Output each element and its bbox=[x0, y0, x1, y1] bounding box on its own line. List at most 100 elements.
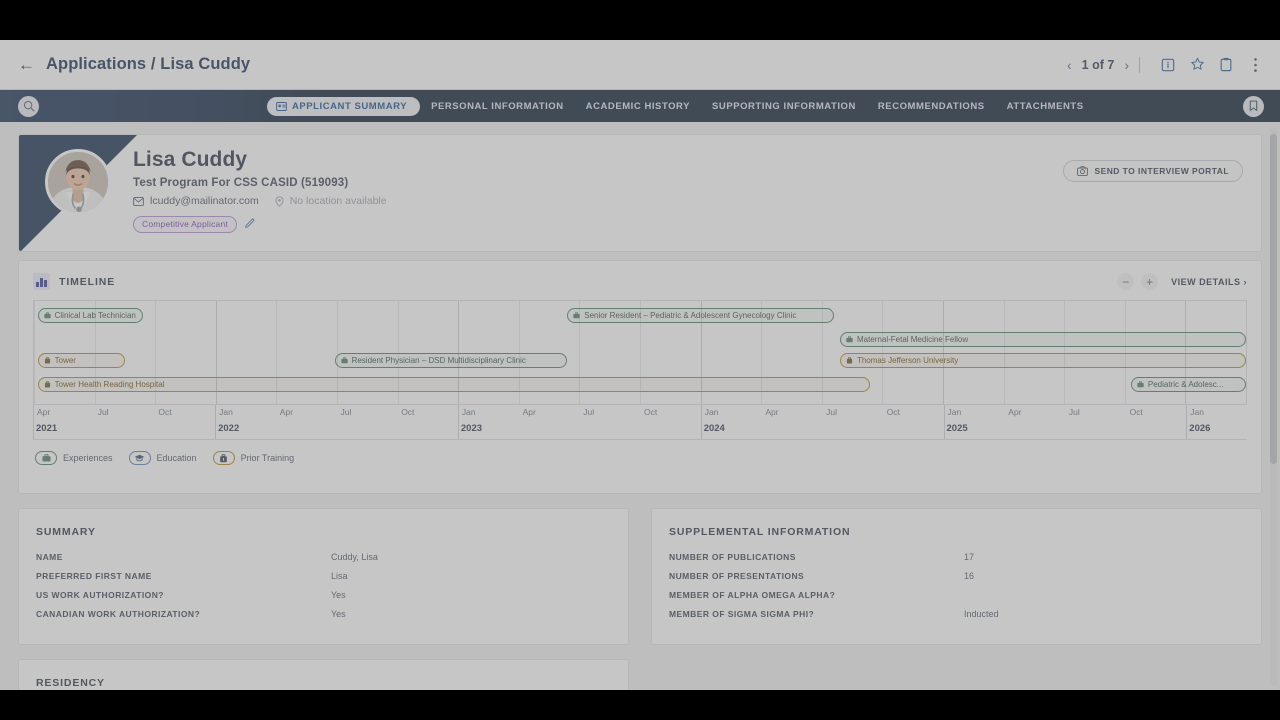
chevron-right-icon[interactable]: › bbox=[1124, 56, 1129, 73]
briefcase-icon bbox=[35, 451, 57, 465]
legend-item-prior-training[interactable]: Prior Training bbox=[212, 451, 294, 465]
applicant-email[interactable]: lcuddy@mailinator.com bbox=[150, 195, 259, 207]
send-to-interview-portal-button[interactable]: SEND TO INTERVIEW PORTAL bbox=[1063, 160, 1243, 182]
search-icon[interactable] bbox=[18, 95, 39, 117]
timeline-bar[interactable]: Senior Resident – Pediatric & Adolescent… bbox=[567, 308, 834, 323]
bookmark-icon[interactable] bbox=[1243, 95, 1264, 117]
timeline-bar[interactable]: Tower bbox=[37, 353, 125, 368]
applicant-info: Lisa Cuddy Test Program For CSS CASID (5… bbox=[133, 148, 387, 233]
legend-item-experiences[interactable]: Experiences bbox=[35, 451, 113, 465]
info-icon[interactable] bbox=[1157, 54, 1179, 76]
application-window: ← Applications / Lisa Cuddy ‹ 1 of 7 › bbox=[0, 40, 1280, 690]
envelope-icon bbox=[133, 196, 144, 206]
briefcase-icon bbox=[43, 312, 51, 319]
timeline-bar-label: Tower bbox=[54, 356, 76, 365]
timeline-bar[interactable]: Clinical Lab Technician bbox=[37, 308, 144, 323]
axis-month-tick: Apr bbox=[765, 407, 779, 417]
axis-month-tick: Apr bbox=[1008, 407, 1022, 417]
legend-item-education[interactable]: Education bbox=[128, 451, 197, 465]
timeline-bar[interactable]: Pediatric & Adolesc... bbox=[1130, 377, 1246, 392]
clipboard-icon[interactable] bbox=[1215, 54, 1237, 76]
axis-month-tick: Apr bbox=[279, 407, 294, 417]
timeline-gridline bbox=[276, 301, 278, 404]
timeline-chart: Clinical Lab Technician Senior Resident –… bbox=[33, 300, 1247, 405]
detail-row: NUMBER OF PRESENTATIONS 16 bbox=[669, 571, 1244, 581]
tab-supporting-information[interactable]: SUPPORTING INFORMATION bbox=[712, 100, 856, 112]
timeline-gridline bbox=[579, 301, 581, 404]
view-details-link[interactable]: VIEW DETAILS › bbox=[1171, 276, 1247, 287]
timeline-bar[interactable]: Maternal-Fetal Medicine Fellow bbox=[839, 332, 1246, 347]
axis-month-tick: Jan bbox=[1190, 407, 1205, 417]
axis-month-tick: Oct bbox=[401, 407, 415, 417]
axis-year-separator bbox=[1186, 405, 1188, 439]
tab-academic-history[interactable]: ACADEMIC HISTORY bbox=[585, 100, 691, 112]
timeline-gridline bbox=[34, 301, 35, 404]
timeline-title: TIMELINE bbox=[59, 275, 116, 288]
status-badge[interactable]: Competitive Applicant bbox=[133, 215, 237, 233]
training-icon bbox=[44, 381, 51, 388]
timeline-bar-label: Thomas Jefferson University bbox=[856, 356, 959, 365]
timeline-gridline bbox=[458, 301, 460, 404]
star-icon[interactable] bbox=[1186, 54, 1208, 76]
timeline-bar-label: Senior Resident – Pediatric & Adolescent… bbox=[584, 311, 797, 320]
applicant-header-card: Lisa Cuddy Test Program For CSS CASID (5… bbox=[18, 134, 1262, 252]
send-button-label: SEND TO INTERVIEW PORTAL bbox=[1094, 166, 1229, 176]
axis-month-tick: Oct bbox=[1129, 407, 1143, 417]
detail-value: Inducted bbox=[964, 609, 999, 619]
training-icon bbox=[212, 451, 235, 465]
supplemental-panel: SUPPLEMENTAL INFORMATION NUMBER OF PUBLI… bbox=[651, 508, 1262, 645]
timeline-gridline bbox=[397, 301, 399, 404]
zoom-in-button[interactable]: + bbox=[1141, 273, 1159, 290]
chevron-left-icon[interactable]: ‹ bbox=[1067, 56, 1072, 73]
detail-label: PREFERRED FIRST NAME bbox=[36, 571, 152, 581]
detail-value: 17 bbox=[964, 552, 975, 562]
briefcase-icon bbox=[846, 336, 853, 343]
content-area: Lisa Cuddy Test Program For CSS CASID (5… bbox=[0, 122, 1280, 690]
timeline-gridline bbox=[700, 301, 702, 404]
timeline-axis: Apr Jul Oct Jan Apr Jul Oct Jan Apr Jul Oct Jan Apr J… bbox=[33, 405, 1247, 445]
timeline-bar-label: Pediatric & Adolesc... bbox=[1147, 380, 1224, 389]
timeline-gridline bbox=[1003, 301, 1005, 404]
timeline-card: TIMELINE − + VIEW DETAILS › Clinical Lab… bbox=[18, 260, 1262, 494]
zoom-out-button[interactable]: − bbox=[1117, 273, 1135, 290]
axis-month-tick: Jul bbox=[826, 407, 837, 417]
timeline-bar[interactable]: Thomas Jefferson University bbox=[839, 353, 1246, 368]
scrollbar-thumb[interactable] bbox=[1270, 134, 1277, 464]
detail-label: NUMBER OF PUBLICATIONS bbox=[669, 552, 796, 562]
summary-panel: SUMMARY NAME Cuddy, Lisa PREFERRED FIRST N… bbox=[18, 508, 629, 645]
page-counter: 1 of 7 bbox=[1081, 57, 1115, 72]
detail-row: US WORK AUTHORIZATION? Yes bbox=[36, 590, 611, 600]
detail-label: CANADIAN WORK AUTHORIZATION? bbox=[36, 609, 201, 619]
axis-year-label: 2025 bbox=[946, 423, 968, 434]
detail-value: Yes bbox=[331, 590, 346, 600]
detail-row: NUMBER OF PUBLICATIONS 17 bbox=[669, 552, 1244, 562]
axis-month-tick: Oct bbox=[886, 407, 901, 417]
timeline-bar[interactable]: Resident Physician – DSD Multidisciplina… bbox=[334, 353, 568, 368]
axis-month-tick: Apr bbox=[522, 407, 536, 417]
axis-month-tick: Jul bbox=[583, 407, 595, 417]
timeline-gridline bbox=[821, 301, 823, 404]
applicant-tag-row: Competitive Applicant bbox=[133, 215, 387, 233]
pencil-icon[interactable] bbox=[245, 215, 256, 233]
timeline-bar[interactable]: Tower Health Reading Hospital bbox=[37, 377, 871, 392]
axis-month-tick: Jul bbox=[340, 407, 352, 417]
tab-personal-information[interactable]: PERSONAL INFORMATION bbox=[431, 100, 564, 112]
timeline-gridline bbox=[155, 301, 157, 404]
axis-year-separator bbox=[943, 405, 945, 439]
more-vertical-icon[interactable] bbox=[1244, 54, 1266, 76]
tab-recommendations[interactable]: RECOMMENDATIONS bbox=[877, 100, 985, 112]
avatar[interactable] bbox=[45, 149, 111, 215]
tab-attachments[interactable]: ATTACHMENTS bbox=[1006, 100, 1084, 112]
axis-year-separator bbox=[457, 405, 459, 439]
axis-month-tick: Apr bbox=[37, 407, 51, 417]
applicant-contact-row: lcuddy@mailinator.com No location availa… bbox=[133, 195, 387, 207]
arrow-left-icon[interactable]: ← bbox=[18, 55, 35, 74]
detail-label: NUMBER OF PRESENTATIONS bbox=[669, 571, 805, 581]
supplemental-title: SUPPLEMENTAL INFORMATION bbox=[669, 526, 851, 538]
training-icon bbox=[44, 357, 51, 364]
axis-month-tick: Jul bbox=[97, 407, 109, 417]
nav-tab-list: APPLICANT SUMMARY PERSONAL INFORMATION A… bbox=[267, 96, 1095, 117]
timeline-header: TIMELINE − + VIEW DETAILS › bbox=[33, 273, 1247, 290]
tab-applicant-summary[interactable]: APPLICANT SUMMARY bbox=[267, 96, 421, 116]
axis-year-label: 2022 bbox=[218, 423, 240, 434]
